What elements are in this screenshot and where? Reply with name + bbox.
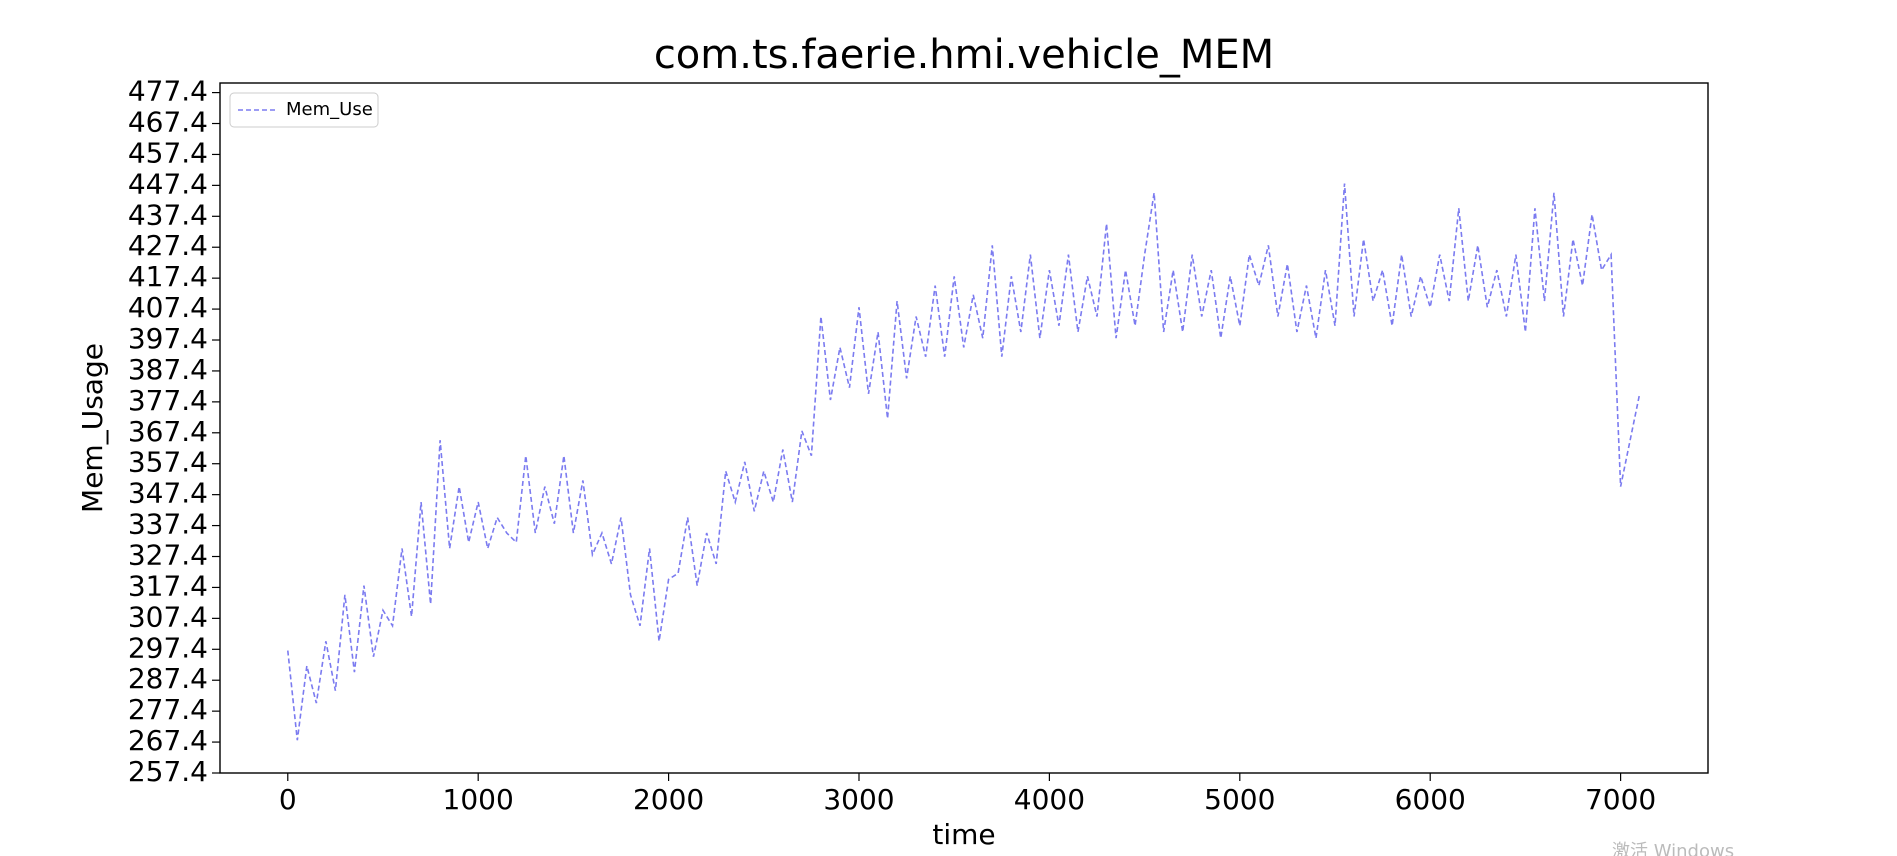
y-tick-label: 377.4 — [128, 384, 208, 417]
y-axis-label: Mem_Usage — [76, 343, 109, 513]
y-tick-label: 407.4 — [128, 291, 208, 324]
y-tick-label: 447.4 — [128, 167, 208, 200]
y-tick-label: 347.4 — [128, 477, 208, 510]
x-tick-label: 3000 — [823, 783, 894, 816]
x-tick-label: 4000 — [1014, 783, 1085, 816]
legend-label: Mem_Use — [286, 99, 373, 120]
y-tick-label: 307.4 — [128, 600, 208, 633]
x-tick-label: 6000 — [1395, 783, 1466, 816]
y-tick-label: 427.4 — [128, 229, 208, 262]
x-tick-label: 0 — [279, 783, 297, 816]
data-line — [286, 183, 1641, 741]
x-tick-label: 7000 — [1585, 783, 1656, 816]
y-tick-label: 287.4 — [128, 662, 208, 695]
y-tick-label: 337.4 — [128, 508, 208, 541]
watermark: 激活 Windows — [1612, 841, 1734, 856]
y-tick-label: 317.4 — [128, 569, 208, 602]
y-tick-label: 437.4 — [128, 198, 208, 231]
y-tick-label: 267.4 — [128, 724, 208, 757]
y-tick-label: 477.4 — [128, 75, 208, 108]
x-tick-label: 2000 — [633, 783, 704, 816]
x-tick-label: 5000 — [1204, 783, 1275, 816]
x-tick-label: 1000 — [443, 783, 514, 816]
y-tick-label: 297.4 — [128, 631, 208, 664]
y-tick-label: 357.4 — [128, 446, 208, 479]
x-axis-label: time — [932, 818, 995, 851]
y-tick-label: 327.4 — [128, 539, 208, 572]
legend-box — [229, 92, 379, 128]
y-tick-label: 397.4 — [128, 322, 208, 355]
chart-title: com.ts.faerie.hmi.vehicle_MEM — [654, 32, 1274, 78]
y-tick-label: 387.4 — [128, 353, 208, 386]
y-tick-label: 457.4 — [128, 136, 208, 169]
y-tick-label: 467.4 — [128, 106, 208, 139]
y-tick-label: 277.4 — [128, 693, 208, 726]
y-tick-label: 417.4 — [128, 260, 208, 293]
y-tick-label: 257.4 — [128, 755, 208, 788]
y-tick-label: 367.4 — [128, 415, 208, 448]
plot-frame — [219, 82, 1709, 774]
